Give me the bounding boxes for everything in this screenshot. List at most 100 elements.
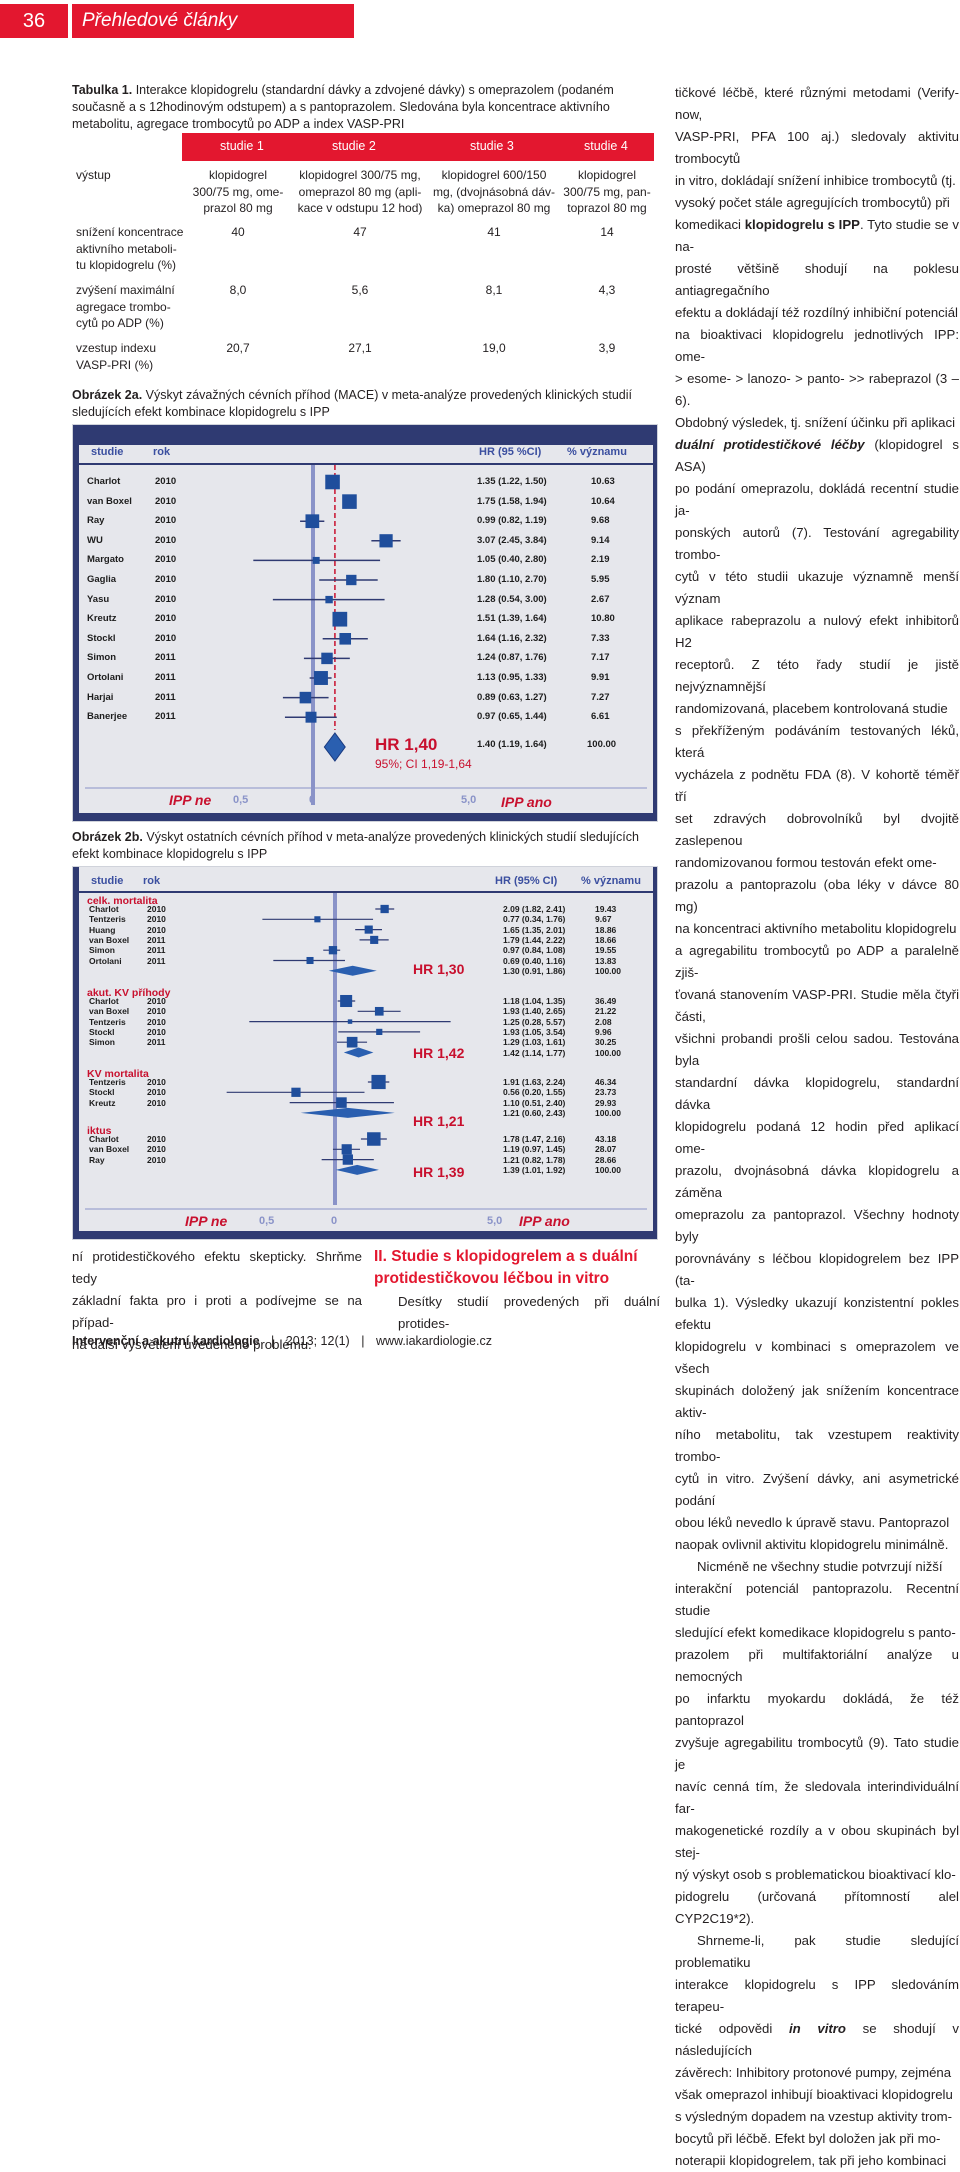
text-line: komedikaci klopidogrelu s IPP. Tyto stud… — [675, 217, 959, 254]
text-line: prazolem při multifaktoriální analýze u … — [675, 1647, 959, 1684]
pooled-hr-label: HR 1,40 — [375, 735, 438, 754]
row-year: 2010 — [147, 1144, 166, 1155]
cell-line: omeprazol 80 mg (apli- — [298, 184, 422, 199]
study-hr: 1.13 (0.95, 1.33) — [477, 672, 547, 683]
col-header: studie 2 — [332, 139, 376, 153]
row-year: 2010 — [147, 1026, 166, 1037]
label-line: snížení koncentrace — [76, 225, 184, 239]
fig2a-caption-label: Obrázek 2a. — [72, 388, 143, 402]
row-study: van Boxel — [89, 934, 130, 945]
row-hr: 0.77 (0.34, 1.76) — [503, 914, 566, 925]
label-line: agregace trombo- — [76, 299, 171, 314]
emphasis: in vitro — [788, 2021, 846, 2036]
group-hr-label: HR 1,30 — [413, 961, 465, 977]
row-w: 46.34 — [595, 1077, 617, 1087]
cell-line: 300/75 mg, pan- — [563, 184, 651, 199]
row-hr: 1.93 (1.05, 3.54) — [503, 1026, 566, 1037]
axis-left-label: IPP ne — [185, 1213, 228, 1229]
row-study: Charlot — [89, 1134, 119, 1144]
study-year: 2010 — [155, 574, 177, 585]
study-name: Stockl — [87, 632, 116, 644]
text-line: bulka 1). Výsledky ukazují konzistentní … — [675, 1295, 959, 1332]
plot-right-edge — [653, 867, 657, 1239]
study-name: Yasu — [87, 593, 110, 605]
footer-divider: | — [361, 1334, 365, 1348]
cell-line: klopidogrel — [577, 168, 637, 182]
text-line: > esome- > lanozo- > panto- >> rabeprazo… — [675, 371, 959, 408]
col-weight-header: % významu — [567, 446, 627, 458]
row-w: 9.67 — [595, 914, 612, 925]
row-hr: 1.79 (1.44, 2.22) — [503, 934, 566, 945]
text-line: omeprazolu za pantoprazol. Všechny hodno… — [675, 1207, 959, 1244]
study-weight: 10.80 — [591, 613, 615, 625]
section-first-line: Desítky studií provedených při duální pr… — [398, 1294, 660, 1331]
study-name: Kreutz — [87, 613, 117, 625]
row-w: 19.43 — [595, 904, 617, 914]
row-year: 2011 — [147, 934, 166, 945]
label-line: cytů po ADP (%) — [76, 316, 164, 330]
study-hr: 1.28 (0.54, 3.00) — [477, 593, 547, 605]
fig2a-caption: Obrázek 2a. Výskyt závažných cévních pří… — [72, 387, 658, 421]
tick-label: 0 — [331, 1215, 338, 1227]
col-study-header: studie — [91, 875, 124, 887]
study-hr: 1.51 (1.39, 1.64) — [477, 613, 547, 625]
row-hr: 2.09 (1.82, 2.41) — [503, 904, 566, 914]
study-hr: 0.89 (0.63, 1.27) — [477, 691, 547, 703]
row-hr: 0.56 (0.20, 1.55) — [503, 1087, 566, 1098]
cell-line: 300/75 mg, ome- — [192, 184, 284, 199]
point-estimate — [325, 474, 340, 490]
tick-label: 5,0 — [461, 794, 477, 806]
study-weight: 2.19 — [591, 554, 610, 566]
row-label: výstup — [76, 168, 111, 182]
point-estimate — [342, 494, 357, 509]
text-line: skupinách doložený jak snížením koncentr… — [675, 1383, 959, 1420]
row-label: vzestup indexu VASP-PRI (%) — [76, 340, 156, 373]
pooled-diamond — [300, 1107, 395, 1118]
cell-line: mg, (dvojnásobná dáv- — [432, 184, 556, 199]
pooled-weight: 100.00 — [595, 965, 621, 976]
cell-line: klopidogrel 300/75 mg, — [299, 168, 421, 182]
study-hr: 1.80 (1.10, 2.70) — [477, 574, 547, 585]
study-weight: 7.27 — [591, 691, 610, 703]
table1-caption-line: metabolitu, agregace trombocytů po ADP a… — [72, 117, 405, 131]
pooled-diamond — [328, 965, 377, 976]
study-hr: 3.07 (2.45, 3.84) — [477, 534, 547, 546]
point-estimate — [339, 633, 352, 645]
row-year: 2010 — [147, 996, 166, 1006]
fig2b-caption: Obrázek 2b. Výskyt ostatních cévních pří… — [72, 829, 658, 863]
forest-plot-2b-graphic — [85, 893, 647, 1210]
plot-bottom-band — [73, 1231, 657, 1239]
text-line: cytů v této studii ukazuje významně menš… — [675, 569, 959, 606]
axis-left-label: IPP ne — [169, 792, 212, 808]
table-cell: 5,6 — [351, 283, 369, 297]
row-study: Tentzeris — [89, 1016, 126, 1027]
col-year-header: rok — [153, 446, 171, 458]
row-label: zvýšení maximální agregace trombo-cytů po… — [76, 282, 175, 332]
study-name: Harjai — [87, 691, 114, 703]
point-estimate — [321, 652, 333, 665]
study-year: 2010 — [155, 613, 177, 625]
table-cell: 4,3 — [598, 283, 616, 297]
point-estimate — [312, 556, 320, 564]
text-line: na koncentraci aktivního metabolitu klop… — [675, 921, 957, 936]
pooled-hr: 1.42 (1.14, 1.77) — [503, 1047, 566, 1058]
forest-plot-2a-graphic — [85, 465, 647, 805]
row-hr: 0.69 (0.40, 1.16) — [503, 955, 566, 966]
label-line: zvýšení maximální — [76, 283, 175, 297]
study-weight: 2.67 — [591, 593, 610, 605]
footer-issue: 2013; 12(1) — [285, 1334, 350, 1348]
text-line: základní fakta pro i proti a podívejme s… — [72, 1293, 362, 1330]
text-line: ná další vysvětlení uvedeného problému. — [72, 1337, 312, 1352]
row-w: 28.66 — [595, 1154, 617, 1165]
heading-line: protidestičkovou léčbou in vitro — [374, 1270, 610, 1287]
text-line: obou léků nevedlo k úpravě stavu. Pantop… — [675, 1515, 950, 1530]
row-hr: 1.18 (1.04, 1.35) — [503, 996, 566, 1006]
text-line: po infarktu myokardu dokládá, že též pan… — [675, 1691, 959, 1728]
group-label: akut. KV příhody — [87, 987, 171, 999]
text-line: závěrech: Inhibitory protonové pumpy, ze… — [675, 2065, 952, 2080]
row-hr: 1.93 (1.40, 2.65) — [503, 1006, 566, 1017]
row-year: 2011 — [147, 1037, 166, 1048]
row-study: Stockl — [89, 1026, 115, 1037]
axis-right-label: IPP ano — [501, 794, 552, 810]
text-line: prosté většině shodují na poklesu antiag… — [675, 261, 959, 298]
